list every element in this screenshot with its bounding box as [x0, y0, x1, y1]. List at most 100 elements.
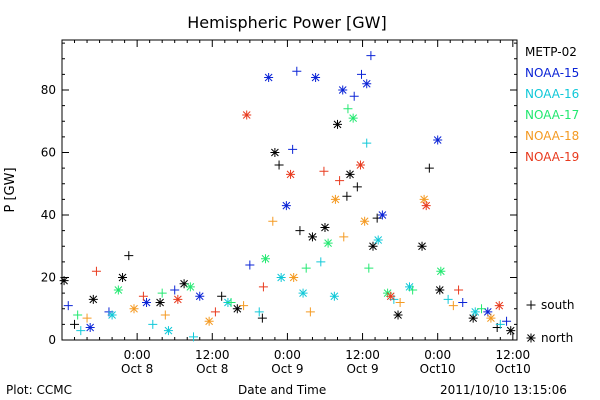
data-point-south	[170, 285, 180, 295]
data-point-north	[333, 119, 343, 129]
data-point-south	[343, 104, 353, 114]
y-axis-label: P [GW]	[3, 167, 18, 212]
data-point-north	[195, 291, 205, 301]
y-tick-label: 60	[41, 146, 56, 160]
data-point-south	[157, 288, 167, 298]
data-point-south	[319, 166, 329, 176]
data-point-south	[268, 216, 278, 226]
data-point-north	[163, 326, 173, 336]
data-point-north	[88, 294, 98, 304]
data-point-south	[76, 326, 86, 336]
data-point-north	[85, 323, 95, 332]
data-point-south	[372, 213, 382, 223]
data-point-south	[424, 163, 434, 173]
marker-key-symbol	[526, 300, 536, 310]
data-point-north	[142, 298, 152, 307]
x-tick-time-label: 12:00	[496, 348, 531, 362]
data-point-north	[281, 201, 291, 211]
data-point-south	[73, 310, 83, 320]
x-tick-date-label: Oct 8	[196, 362, 228, 376]
data-point-south	[448, 301, 458, 311]
legend: METP-02 NOAA-15 NOAA-16 NOAA-17 NOAA-18 NOAA-…	[525, 45, 579, 164]
data-point-south	[210, 307, 220, 317]
data-point-south	[274, 160, 284, 170]
data-point-north	[59, 276, 69, 286]
marker-key: south north	[526, 298, 575, 345]
data-point-south	[70, 319, 80, 329]
y-tick-label: 40	[41, 208, 56, 222]
y-axis: 0 20 40 60 80	[41, 42, 517, 347]
chart-title: Hemispheric Power [GW]	[187, 13, 386, 32]
data-point-north	[270, 148, 280, 157]
data-point-north	[348, 113, 358, 123]
data-point-north	[506, 326, 516, 336]
data-point-north	[260, 254, 270, 264]
x-tick-time-label: 12:00	[345, 348, 380, 362]
data-point-south	[443, 294, 453, 304]
legend-entry: METP-02	[525, 45, 577, 59]
data-point-north	[435, 285, 445, 295]
data-point-south	[366, 51, 376, 61]
data-point-south	[458, 298, 468, 307]
data-point-north	[338, 85, 348, 95]
data-point-south	[188, 332, 198, 342]
data-point-south	[364, 263, 374, 273]
data-point-north	[386, 291, 396, 301]
data-point-north	[436, 266, 446, 276]
x-tick-time-label: 0:00	[424, 348, 451, 362]
data-point-south	[239, 301, 249, 311]
data-point-south	[138, 291, 148, 301]
data-point-north	[417, 241, 427, 251]
data-point-south	[477, 304, 487, 314]
data-point-south	[495, 319, 505, 329]
data-point-north	[311, 73, 321, 82]
data-point-south	[362, 138, 372, 148]
data-point-north	[286, 169, 296, 179]
plot-credit: Plot: CCMC	[6, 383, 72, 397]
data-point-north	[373, 235, 383, 245]
data-point-north	[329, 291, 339, 301]
data-point-north	[155, 298, 165, 307]
data-point-north	[173, 294, 183, 304]
data-point-south	[254, 307, 264, 317]
data-point-north	[129, 304, 139, 314]
data-point-south	[316, 257, 326, 267]
data-point-south	[226, 298, 236, 307]
data-point-south	[357, 69, 367, 79]
data-point-south	[454, 285, 464, 295]
data-point-south	[295, 226, 305, 236]
data-point-north	[368, 241, 378, 251]
data-point-north	[298, 288, 308, 298]
data-point-north	[486, 313, 496, 323]
data-point-north	[393, 310, 403, 320]
x-tick-date-label: Oct 8	[121, 362, 153, 376]
data-point-north	[323, 238, 333, 248]
data-point-south	[342, 191, 352, 201]
data-point-south	[124, 251, 134, 261]
x-tick-date-label: Oct 9	[271, 362, 303, 376]
x-tick-time-label: 0:00	[274, 348, 301, 362]
data-point-south	[349, 91, 359, 101]
data-point-south	[258, 282, 268, 292]
data-point-north	[330, 194, 340, 204]
data-point-north	[360, 216, 370, 226]
data-point-north	[264, 73, 274, 82]
data-point-north	[204, 316, 214, 326]
data-point-south	[217, 291, 227, 301]
legend-entry: NOAA-15	[525, 66, 579, 80]
data-point-south	[245, 260, 255, 270]
data-point-north	[468, 313, 478, 323]
data-point-south	[148, 319, 158, 329]
data-point-south	[502, 316, 512, 326]
data-point-south	[292, 66, 302, 76]
data-point-south	[339, 232, 349, 242]
data-point-north	[107, 310, 117, 320]
data-points	[59, 51, 516, 342]
data-point-north	[419, 194, 429, 204]
data-point-south	[257, 313, 267, 323]
data-point-south	[335, 176, 345, 186]
data-point-north	[470, 307, 480, 317]
marker-key-label: south	[541, 298, 575, 312]
